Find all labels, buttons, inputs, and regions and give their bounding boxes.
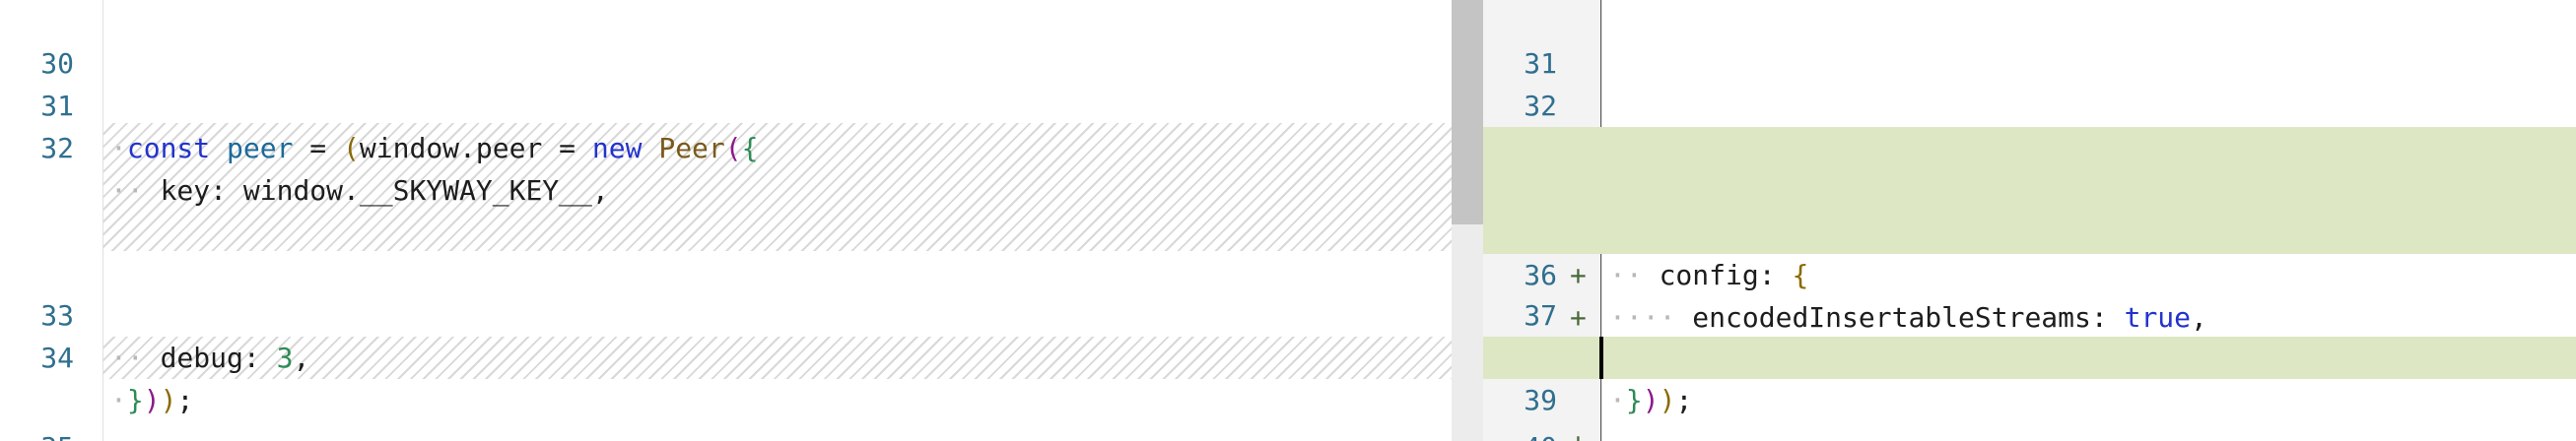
code-text: ···· encodedInsertableStreams: true, bbox=[1609, 301, 2207, 334]
code-text: ·· debug: 3, bbox=[110, 342, 310, 374]
code-line[interactable]: 31 ·const peer = (window.peer = new Peer… bbox=[0, 42, 1483, 164]
code-text: ·const peer = (window.peer = new Peer({ bbox=[110, 132, 759, 164]
added-code-line[interactable]: 34 + ·· config: { bbox=[1483, 127, 2576, 291]
added-marker: + bbox=[1570, 301, 1587, 334]
left-scrollbar-thumb[interactable] bbox=[1452, 0, 1483, 224]
line-number: 37 bbox=[1524, 299, 1557, 332]
code-line[interactable]: 30 bbox=[0, 0, 1483, 80]
code-line[interactable]: 41 // Register caller handler bbox=[1483, 426, 2576, 441]
line-number: 32 bbox=[1524, 90, 1557, 122]
line-number: 36 bbox=[1524, 259, 1557, 291]
left-scrollbar[interactable] bbox=[1452, 0, 1483, 441]
code-line[interactable]: 38 ·})); bbox=[1483, 294, 2576, 416]
left-gutter-separator bbox=[102, 0, 103, 441]
line-number: 33 bbox=[40, 299, 74, 332]
added-code-line[interactable]: 39 + ·const skywayRED = new SkyWayRED();… bbox=[1483, 337, 2576, 441]
code-line[interactable]: 40 bbox=[1483, 384, 2576, 441]
code-line[interactable]: 32 ·const peer = (window.peer = new Peer… bbox=[1483, 42, 2576, 164]
code-line[interactable]: 37 ·· debug: 3, bbox=[1483, 252, 2576, 374]
line-number: 35 bbox=[0, 426, 74, 441]
code-text: ·})); bbox=[1609, 384, 1693, 416]
line-number: 31 bbox=[1524, 47, 1557, 80]
added-code-line[interactable]: 35 + ···· encodedInsertableStreams: true… bbox=[1483, 169, 2576, 334]
line-number: 32 bbox=[40, 132, 74, 164]
right-diff-pane[interactable]: 31 32 ·const peer = (window.peer = new P… bbox=[1483, 0, 2576, 441]
added-marker: + bbox=[1570, 259, 1587, 291]
added-code-line[interactable]: 36 + ·· }, bbox=[1483, 212, 2576, 376]
added-marker: + bbox=[1570, 421, 1587, 441]
line-number: 34 bbox=[40, 342, 74, 374]
line-number: 40 bbox=[1483, 426, 1557, 441]
code-text: ·})); bbox=[110, 384, 194, 416]
code-line[interactable]: 36 // Register caller handler bbox=[0, 426, 1483, 441]
line-number: 30 bbox=[40, 47, 74, 80]
deleted-placeholder-region bbox=[103, 123, 1452, 251]
code-line[interactable]: 34 ·})); bbox=[0, 294, 1483, 416]
left-diff-pane[interactable]: 30 31 ·const peer = (window.peer = new P… bbox=[0, 0, 1483, 441]
code-line[interactable]: 32 ·· key: window.__SKYWAY_KEY__, bbox=[0, 85, 1483, 207]
line-number: 39 bbox=[1524, 384, 1557, 416]
line-number: 31 bbox=[40, 90, 74, 122]
code-text: ·· config: { bbox=[1609, 259, 1809, 291]
code-line[interactable]: 31 bbox=[1483, 0, 2576, 80]
code-line[interactable]: 35 bbox=[0, 384, 1483, 441]
code-line[interactable]: 33 ·· key: window.__SKYWAY_KEY__, bbox=[1483, 85, 2576, 207]
code-text: ·· key: window.__SKYWAY_KEY__, bbox=[110, 174, 609, 207]
text-cursor bbox=[1599, 337, 1603, 379]
code-line[interactable]: 33 ·· debug: 3, bbox=[0, 252, 1483, 374]
deleted-placeholder-region bbox=[103, 337, 1452, 379]
